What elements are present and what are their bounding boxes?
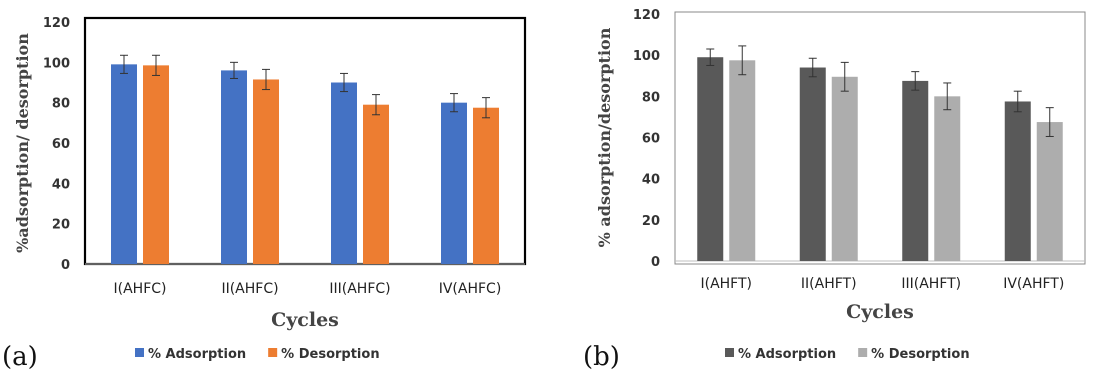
y-tick-label: 0 bbox=[61, 258, 70, 273]
y-tick-label: 80 bbox=[52, 97, 70, 112]
legend-swatch bbox=[858, 348, 868, 357]
legend-label: % Desorption bbox=[871, 347, 969, 362]
x-category-label: IV(AHFT) bbox=[1003, 276, 1064, 292]
legend-swatch bbox=[135, 348, 144, 357]
x-category-label: II(AHFT) bbox=[801, 276, 857, 292]
bar bbox=[799, 67, 826, 262]
y-tick-label: 60 bbox=[642, 132, 660, 147]
chart-a-svg: 0 20 40 60 80 100 120 I(AHFC) II(AHFC) III(AHFC) I… bbox=[2, 16, 527, 371]
y-tick-label: 100 bbox=[43, 56, 70, 71]
bar bbox=[1036, 122, 1063, 261]
y-tick-label: 0 bbox=[651, 255, 660, 270]
legend-label: % Adsorption bbox=[738, 347, 836, 362]
bar bbox=[441, 102, 467, 265]
y-tick-label: 100 bbox=[633, 49, 660, 64]
bar bbox=[697, 57, 724, 261]
x-category-label: I(AHFT) bbox=[700, 276, 752, 292]
x-category-label: III(AHFT) bbox=[901, 276, 961, 292]
panel-label: (b) bbox=[583, 342, 620, 371]
x-category-label: I(AHFC) bbox=[114, 281, 167, 297]
bar bbox=[473, 107, 499, 264]
x-axis-title: Cycles bbox=[271, 309, 339, 331]
y-axis-title: %adsorption/ desorption bbox=[13, 33, 32, 253]
bar bbox=[111, 64, 137, 264]
bar bbox=[253, 79, 279, 264]
bar bbox=[902, 80, 929, 261]
plot-frame bbox=[674, 11, 1086, 265]
panel-label: (a) bbox=[2, 342, 38, 371]
y-tick-label: 40 bbox=[52, 177, 70, 192]
chart-panel-a: 0 20 40 60 80 100 120 I(AHFC) II(AHFC) III(AHFC) I… bbox=[2, 16, 527, 371]
y-tick-label: 40 bbox=[642, 173, 660, 188]
bar bbox=[143, 65, 169, 264]
x-axis-title: Cycles bbox=[846, 301, 914, 323]
chart-b-svg: 0 20 40 60 80 100 120 I(AHFT) II(AHFT) III(AHFT) I… bbox=[583, 8, 1086, 371]
bar bbox=[363, 104, 389, 264]
y-tick-label: 20 bbox=[642, 214, 660, 229]
bar bbox=[221, 70, 247, 265]
legend-label: % Desorption bbox=[281, 347, 379, 362]
x-category-label: III(AHFC) bbox=[329, 281, 390, 297]
bar bbox=[1004, 101, 1031, 262]
y-tick-label: 120 bbox=[43, 16, 70, 31]
y-axis-title: % adsorption/desorption bbox=[595, 27, 614, 247]
x-category-label: II(AHFC) bbox=[221, 281, 278, 297]
y-tick-label: 20 bbox=[52, 218, 70, 233]
y-tick-label: 60 bbox=[52, 137, 70, 152]
y-tick-label: 80 bbox=[642, 90, 660, 105]
bar bbox=[331, 82, 357, 264]
y-tick-label: 120 bbox=[633, 8, 660, 23]
bar bbox=[831, 76, 858, 261]
x-category-label: IV(AHFC) bbox=[439, 281, 502, 297]
legend-swatch bbox=[268, 348, 278, 357]
legend-swatch bbox=[725, 348, 734, 357]
bar bbox=[729, 60, 756, 261]
legend-label: % Adsorption bbox=[148, 347, 246, 362]
chart-panel-b: 0 20 40 60 80 100 120 I(AHFT) II(AHFT) III(AHFT) I… bbox=[580, 0, 1100, 371]
bar bbox=[934, 96, 961, 261]
